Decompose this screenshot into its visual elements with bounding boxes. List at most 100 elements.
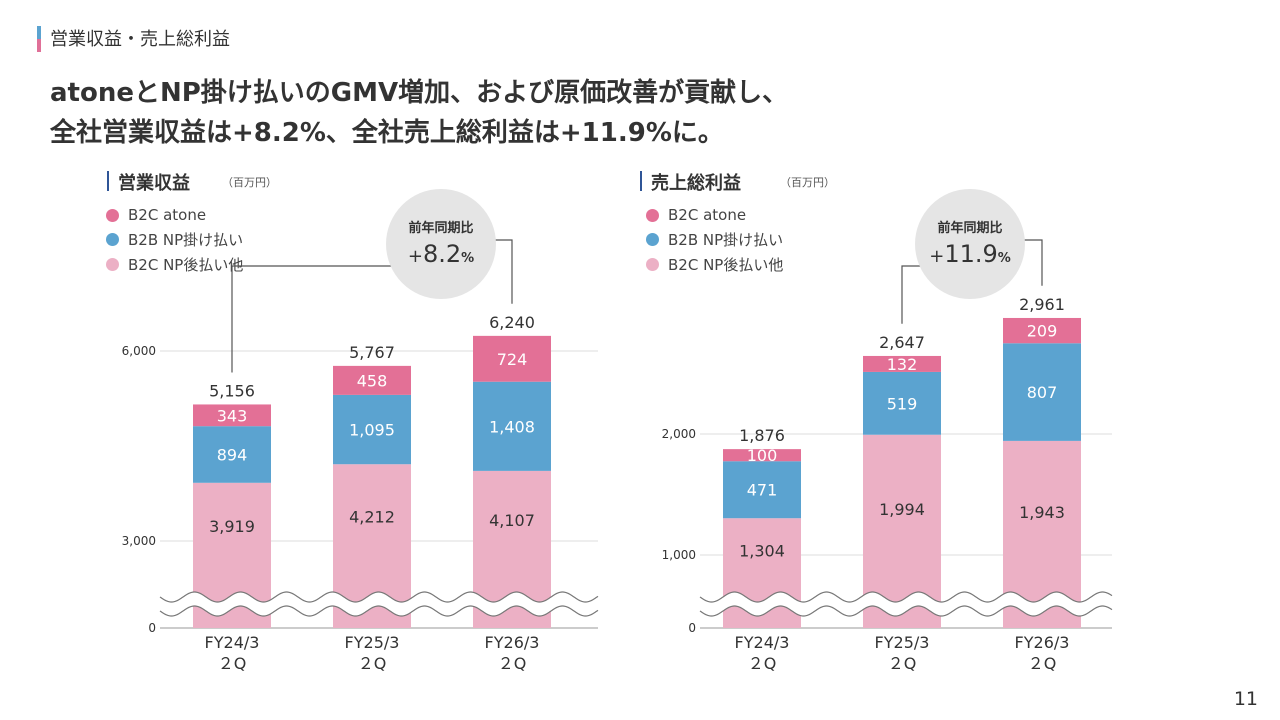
growth-connector-right bbox=[488, 239, 513, 304]
x-tick-label: FY24/3 bbox=[205, 633, 260, 652]
x-tick-label-quarter: ２Q bbox=[748, 654, 777, 673]
growth-value-text: +8.2% bbox=[408, 240, 474, 268]
legend-dot-np-b2c bbox=[106, 257, 119, 271]
y-tick-label: 1,000 bbox=[662, 548, 696, 562]
right-chart-title-bar bbox=[640, 171, 642, 191]
growth-bubble bbox=[915, 189, 1025, 299]
x-tick-label-quarter: ２Q bbox=[888, 654, 917, 673]
bar-segment-atone bbox=[863, 355, 941, 372]
x-tick-label: FY26/3 bbox=[485, 633, 540, 652]
growth-sign: + bbox=[929, 246, 944, 267]
data-label: 209 bbox=[1027, 322, 1058, 341]
bar-segment-np-b2b bbox=[473, 381, 551, 471]
bar-segment-np-b2c bbox=[863, 434, 941, 628]
left-chart-legend: B2C atone B2B NP掛け払い B2C NP後払い他 bbox=[106, 203, 243, 277]
total-label: 6,240 bbox=[489, 313, 535, 332]
legend-item-np-b2c: B2C NP後払い他 bbox=[646, 252, 783, 277]
bar-segment-np-b2b bbox=[193, 426, 271, 483]
total-label: 5,156 bbox=[209, 381, 255, 400]
growth-value-text: +11.9% bbox=[929, 240, 1011, 268]
legend-label: B2B NP掛け払い bbox=[128, 231, 244, 250]
legend-item-atone: B2C atone bbox=[646, 203, 783, 228]
axis-break-gap bbox=[160, 592, 598, 616]
bar-segment-atone bbox=[333, 365, 411, 395]
legend-dot-np-b2b bbox=[646, 233, 659, 247]
x-tick-label-quarter: ２Q bbox=[498, 654, 527, 673]
page-number: 11 bbox=[1233, 688, 1258, 710]
legend-label: B2C atone bbox=[128, 206, 207, 225]
y-tick-label: 0 bbox=[148, 621, 156, 635]
growth-value: 11.9 bbox=[944, 240, 997, 268]
left-chart-unit: （百万円） bbox=[222, 176, 277, 189]
y-tick-label: 3,000 bbox=[122, 534, 156, 548]
left-chart-title: 営業収益 bbox=[118, 173, 190, 194]
total-label: 2,647 bbox=[879, 333, 925, 352]
legend-label: B2C NP後払い他 bbox=[668, 255, 784, 274]
x-tick-label-quarter: ２Q bbox=[218, 654, 247, 673]
legend-label: B2C atone bbox=[668, 206, 747, 225]
left-chart-title-bar bbox=[107, 171, 109, 191]
headline-line-2: 全社営業収益は+8.2%、全社売上総利益は+11.9%に。 bbox=[50, 118, 724, 148]
data-label: 132 bbox=[887, 355, 918, 374]
data-label: 4,212 bbox=[349, 508, 395, 527]
bar-segment-np-b2c bbox=[1003, 440, 1081, 628]
growth-label: 前年同期比 bbox=[937, 220, 1002, 236]
data-label: 3,919 bbox=[209, 517, 255, 536]
bar-segment-atone bbox=[473, 335, 551, 382]
growth-connector-left bbox=[901, 265, 923, 324]
legend-dot-np-b2b bbox=[106, 233, 119, 247]
bar-segment-np-b2c bbox=[193, 482, 271, 628]
y-tick-label: 6,000 bbox=[122, 344, 156, 358]
data-label: 724 bbox=[497, 350, 528, 369]
bar-segment-np-b2c bbox=[333, 464, 411, 628]
bar-segment-np-b2b bbox=[723, 461, 801, 519]
x-tick-label: FY25/3 bbox=[875, 633, 930, 652]
x-tick-label-quarter: ２Q bbox=[358, 654, 387, 673]
bar-segment-atone bbox=[1003, 317, 1081, 344]
headline: atoneとNP掛け払いのGMV増加、および原価改善が貢献し、 全社営業収益は+… bbox=[50, 73, 788, 153]
headline-line-1: atoneとNP掛け払いのGMV増加、および原価改善が貢献し、 bbox=[50, 78, 789, 108]
axis-break-line bbox=[699, 605, 1113, 617]
y-tick-label: 0 bbox=[688, 621, 696, 635]
growth-bubble bbox=[386, 189, 496, 299]
axis-break-line bbox=[699, 591, 1113, 603]
bar-segment-np-b2c bbox=[473, 470, 551, 628]
axis-break-line bbox=[159, 605, 599, 617]
legend-item-atone: B2C atone bbox=[106, 203, 243, 228]
data-label: 1,943 bbox=[1019, 503, 1065, 522]
x-tick-label: FY26/3 bbox=[1015, 633, 1070, 652]
total-label: 2,961 bbox=[1019, 295, 1065, 314]
section-accent-bar bbox=[37, 26, 41, 52]
legend-item-np-b2b: B2B NP掛け払い bbox=[646, 228, 783, 253]
right-chart-title: 売上総利益 bbox=[651, 173, 741, 194]
legend-dot-atone bbox=[106, 208, 119, 222]
growth-unit: % bbox=[461, 251, 474, 266]
growth-unit: % bbox=[998, 251, 1011, 266]
axis-break-line bbox=[159, 591, 599, 603]
growth-value: 8.2 bbox=[423, 240, 461, 268]
growth-sign: + bbox=[408, 246, 423, 267]
data-label: 1,408 bbox=[489, 417, 535, 436]
bar-segment-np-b2b bbox=[1003, 343, 1081, 441]
data-label: 807 bbox=[1027, 383, 1058, 402]
growth-connector-right bbox=[1017, 239, 1043, 286]
data-label: 471 bbox=[747, 481, 778, 500]
legend-label: B2B NP掛け払い bbox=[668, 231, 784, 250]
bar-segment-atone bbox=[723, 449, 801, 462]
legend-label: B2C NP後払い他 bbox=[128, 255, 244, 274]
right-chart-legend: B2C atone B2B NP掛け払い B2C NP後払い他 bbox=[646, 203, 783, 277]
data-label: 1,095 bbox=[349, 421, 395, 440]
legend-item-np-b2c: B2C NP後払い他 bbox=[106, 252, 243, 277]
bar-segment-np-b2b bbox=[863, 371, 941, 435]
data-label: 894 bbox=[217, 445, 248, 464]
data-label: 1,994 bbox=[879, 500, 925, 519]
x-tick-label: FY25/3 bbox=[345, 633, 400, 652]
legend-dot-atone bbox=[646, 208, 659, 222]
section-title: 営業収益・売上総利益 bbox=[50, 29, 230, 50]
bar-segment-np-b2b bbox=[333, 394, 411, 465]
right-chart-unit: （百万円） bbox=[780, 176, 835, 189]
growth-connector-left bbox=[231, 265, 394, 373]
legend-dot-np-b2c bbox=[646, 257, 659, 271]
bar-segment-atone bbox=[193, 404, 271, 427]
data-label: 519 bbox=[887, 394, 918, 413]
